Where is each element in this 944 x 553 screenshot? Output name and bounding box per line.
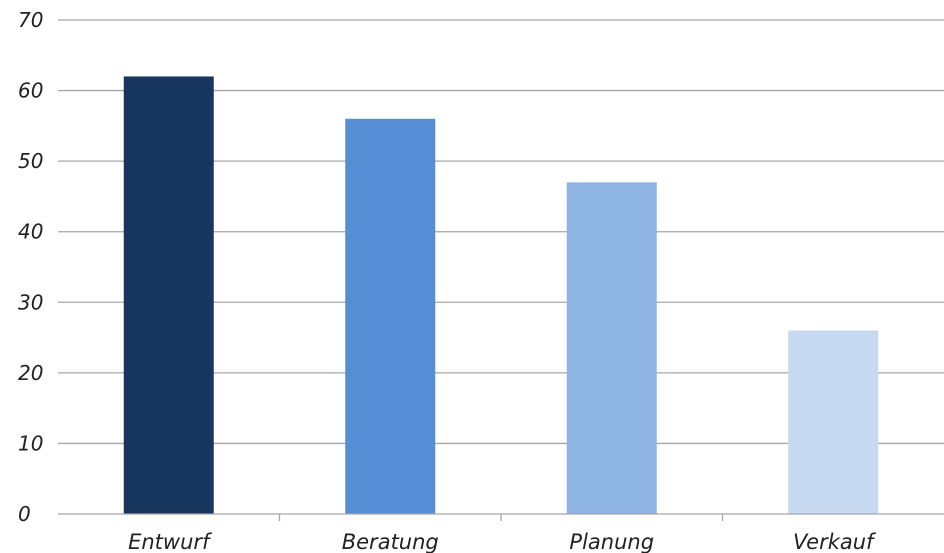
x-category-label-planung: Planung bbox=[569, 530, 654, 553]
y-tick-label-70: 70 bbox=[18, 8, 43, 32]
x-axis bbox=[58, 513, 944, 521]
y-tick-label-0: 0 bbox=[18, 502, 31, 526]
bar-beratung bbox=[345, 118, 436, 515]
y-tick-label-60: 60 bbox=[18, 79, 43, 103]
y-tick-label-50: 50 bbox=[18, 149, 43, 173]
x-category-label-verkauf: Verkauf bbox=[793, 530, 877, 553]
bar-planung bbox=[566, 182, 657, 515]
y-tick-label-30: 30 bbox=[18, 290, 43, 314]
bar-entwurf bbox=[123, 76, 214, 514]
y-tick-label-10: 10 bbox=[18, 431, 43, 455]
y-tick-label-40: 40 bbox=[18, 220, 43, 244]
y-tick-label-20: 20 bbox=[18, 361, 43, 385]
y-axis-tick-labels: 0 10 20 30 40 50 60 70 bbox=[18, 8, 43, 526]
x-category-label-entwurf: Entwurf bbox=[128, 530, 213, 553]
bars bbox=[123, 76, 879, 515]
x-category-label-beratung: Beratung bbox=[342, 530, 439, 553]
bar-verkauf bbox=[788, 330, 879, 514]
x-axis-category-labels: Entwurf Beratung Planung Verkauf bbox=[128, 530, 877, 553]
